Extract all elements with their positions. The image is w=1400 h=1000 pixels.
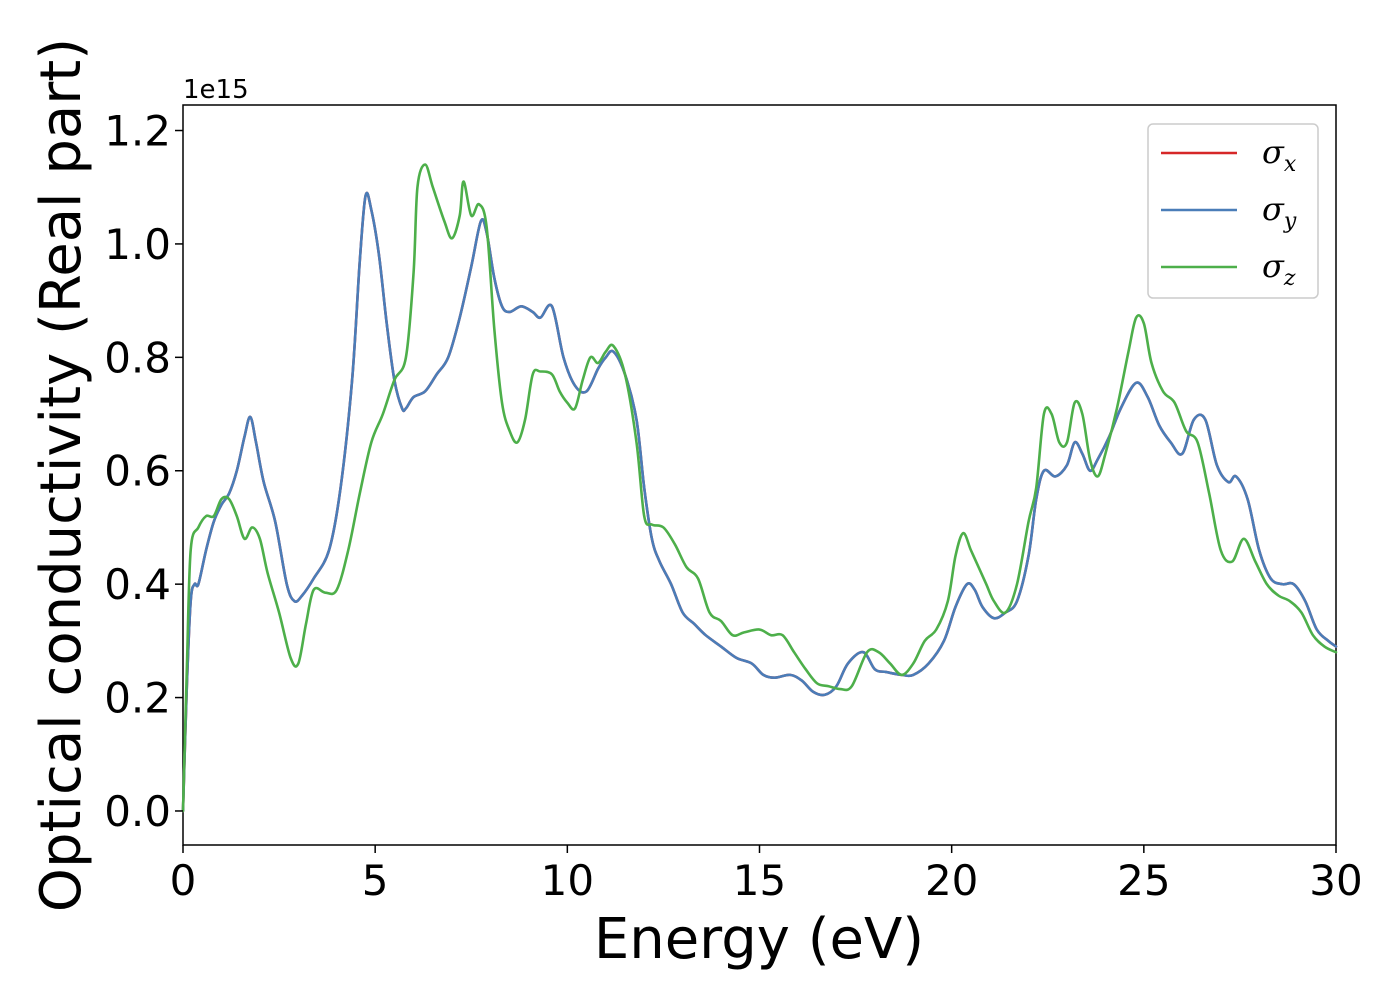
legend-label-x: σx <box>1262 133 1297 177</box>
x-axis-ticks: 0 5 10 15 20 25 30 <box>170 845 1363 905</box>
x-tick-label: 30 <box>1309 856 1362 905</box>
y-tick-label: 1.0 <box>104 220 171 269</box>
legend-label-z: σz <box>1262 247 1296 291</box>
x-tick-label: 5 <box>362 856 389 905</box>
y-tick-label: 0.2 <box>104 674 171 723</box>
y-tick-label: 0.6 <box>104 447 171 496</box>
legend: σx σy σz <box>1147 123 1319 299</box>
series-line-y <box>181 191 1338 813</box>
x-tick-label: 25 <box>1117 856 1170 905</box>
y-tick-label: 0.4 <box>104 560 171 609</box>
x-tick-label: 20 <box>925 856 978 905</box>
y-axis-label: Optical conductivity (Real part) <box>29 38 94 912</box>
y-tick-label: 0.0 <box>104 787 171 836</box>
y-offset-label: 1e15 <box>183 75 249 105</box>
series-line-z <box>181 163 1338 813</box>
x-tick-label: 0 <box>170 856 197 905</box>
x-axis-label: Energy (eV) <box>594 907 924 972</box>
y-axis-ticks: 0.0 0.2 0.4 0.6 0.8 1.0 1.2 <box>104 107 183 836</box>
x-tick-label: 10 <box>541 856 594 905</box>
x-tick-label: 15 <box>733 856 786 905</box>
legend-label-y: σy <box>1262 190 1297 234</box>
y-tick-label: 0.8 <box>104 333 171 382</box>
series-layer <box>181 163 1338 813</box>
y-tick-label: 1.2 <box>104 107 171 156</box>
